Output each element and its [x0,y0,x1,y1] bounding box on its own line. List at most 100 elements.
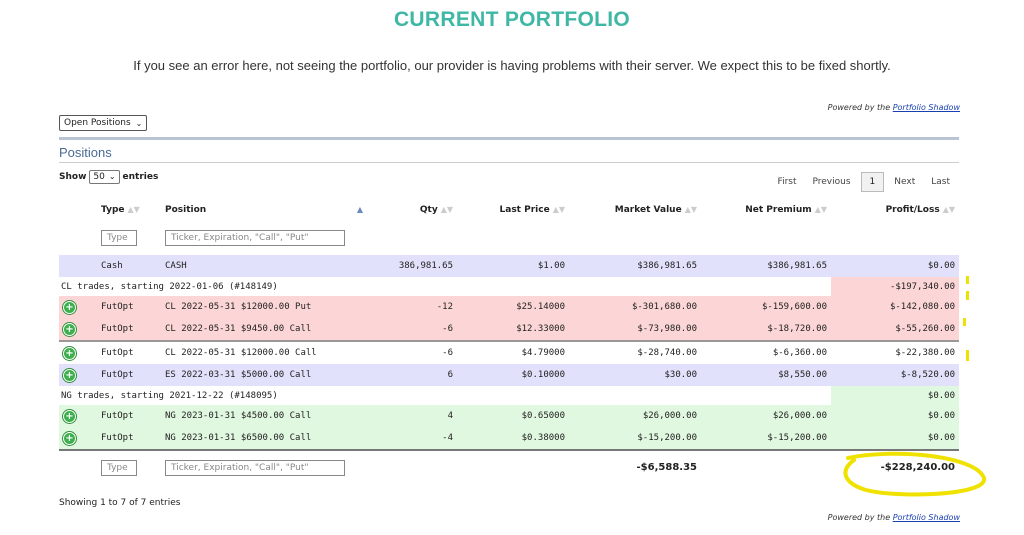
cell-position: ES 2022-03-31 $5000.00 Call [165,370,312,380]
powered-by-bottom: Powered by the Portfolio Shadow [828,513,960,522]
cell-profit-loss: $-8,520.00 [900,370,955,380]
cell-position: NG 2023-01-31 $6500.00 Call [165,433,312,443]
cell-qty: -12 [436,302,453,312]
cell-position: CL 2022-05-31 $12000.00 Call [161,340,367,364]
view-select[interactable]: Open Positions ⌄ [59,115,148,131]
pagination-last[interactable]: Last [931,177,950,187]
entries-label: entries [122,172,159,182]
pagination-first[interactable]: First [777,177,797,187]
powered-by-top: Powered by the Portfolio Shadow [828,103,960,112]
cell-last-price: $1.00 [537,261,565,271]
cell-qty: 386,981.65 [398,261,453,271]
cell-last-price: $0.38000 [521,433,565,443]
col-header-net-premium[interactable]: Net Premium ▲▼ [745,205,827,215]
footer-row: Type Ticker, Expiration, "Call", "Put" -… [59,449,959,484]
position-filter-input[interactable]: Ticker, Expiration, "Call", "Put" [165,230,345,246]
cell-qty: -4 [442,433,453,443]
cell-profit-loss: $0.00 [927,411,955,421]
cell-net-premium: $8,550.00 [778,370,827,380]
type-filter-input-footer[interactable]: Type [101,459,137,476]
cell-qty: 4 [447,411,453,421]
highlight-mark [966,291,969,300]
cell-net-premium: $-6,360.00 [701,340,831,364]
view-select-value: Open Positions [64,118,131,128]
table-row: + FutOpt NG 2023-01-31 $6500.00 Call -4 … [59,427,959,450]
cell-market-value: $-301,680.00 [631,302,697,312]
highlight-mark [966,350,969,361]
cell-profit-loss: $-142,080.00 [889,302,955,312]
table-row: + FutOpt NG 2023-01-31 $4500.00 Call 4 $… [59,405,959,427]
cell-last-price: $0.10000 [521,370,565,380]
section-divider [59,137,959,140]
entries-select[interactable]: 50 ⌄ [89,170,120,184]
cell-profit-loss: $0.00 [927,433,955,443]
col-header-position[interactable]: Position ▲ [165,205,363,215]
group-row-cl: CL trades, starting 2022-01-06 (#148149)… [59,277,959,296]
pagination-previous[interactable]: Previous [812,177,851,187]
powered-by-prefix: Powered by the [827,513,893,522]
expand-plus-icon[interactable]: + [63,346,76,360]
table-row: + FutOpt CL 2022-05-31 $12000.00 Call -6… [59,340,959,364]
pagination-next[interactable]: Next [894,177,916,187]
table-row: + FutOpt CL 2022-05-31 $12000.00 Put -12… [59,296,959,318]
chevron-down-icon: ⌄ [135,118,143,128]
page-title: CURRENT PORTFOLIO [393,8,631,31]
highlight-mark [966,276,969,284]
col-header-type[interactable]: Type ▲▼ [101,205,140,215]
filter-row: Type Ticker, Expiration, "Call", "Put" [59,221,959,255]
table-row: + FutOpt CL 2022-05-31 $9450.00 Call -6 … [59,318,959,341]
cell-qty: 6 [447,370,453,380]
expand-plus-icon[interactable]: + [63,431,76,445]
group-profit-loss: -$197,340.00 [831,277,959,296]
cell-net-premium: $26,000.00 [772,411,827,421]
cell-market-value: $-73,980.00 [637,324,697,334]
cell-profit-loss: $0.00 [927,261,955,271]
cell-qty: -6 [367,340,457,364]
sort-icon: ▲▼ [127,205,140,214]
sort-icon: ▲▼ [440,205,453,214]
cell-market-value: $386,981.65 [637,261,697,271]
highlight-circle [843,451,986,497]
show-label: Show [59,172,87,182]
position-filter-input-footer[interactable]: Ticker, Expiration, "Call", "Put" [165,459,345,476]
expand-plus-icon[interactable]: + [63,322,76,336]
cell-last-price: $12.33000 [516,324,565,334]
server-notice: If you see an error here, not seeing the… [133,58,891,73]
cell-net-premium: $-18,720.00 [767,324,827,334]
portfolio-shadow-link[interactable]: Portfolio Shadow [892,513,960,522]
col-header-last-price[interactable]: Last Price ▲▼ [499,205,565,215]
sort-asc-icon: ▲ [356,205,363,214]
sort-icon: ▲▼ [552,205,565,214]
pagination: First Previous 1 Next Last [770,172,958,192]
sort-icon: ▲▼ [684,205,697,214]
cell-market-value: $-15,200.00 [637,433,697,443]
col-header-qty[interactable]: Qty ▲▼ [419,205,453,215]
expand-plus-icon[interactable]: + [63,368,76,382]
chevron-down-icon: ⌄ [108,172,116,181]
cell-market-value: $-28,740.00 [569,340,701,364]
sort-icon: ▲▼ [814,205,827,214]
heading-underline [59,162,959,163]
highlight-mark [963,318,966,326]
sort-icon: ▲▼ [942,205,955,214]
cell-type: FutOpt [101,370,134,380]
cell-position: CL 2022-05-31 $12000.00 Put [165,302,312,312]
powered-by-prefix: Powered by the [827,103,893,112]
portfolio-shadow-link[interactable]: Portfolio Shadow [892,103,960,112]
expand-plus-icon[interactable]: + [63,409,76,423]
type-filter-input[interactable]: Type [101,230,137,246]
highlight-circle-stroke [843,451,986,497]
header-row: Type ▲▼ Position ▲ Qty ▲▼ Last Price ▲▼ Mark… [59,199,959,221]
cell-type: FutOpt [101,302,134,312]
length-menu: Show 50 ⌄ entries [59,170,158,184]
group-row-ng: NG trades, starting 2021-12-22 (#148095)… [59,386,959,405]
cell-position: CL 2022-05-31 $9450.00 Call [165,324,312,334]
cell-net-premium: $-159,600.00 [761,302,827,312]
cell-type: FutOpt [101,433,134,443]
col-header-profit-loss[interactable]: Profit/Loss ▲▼ [885,205,955,215]
cell-market-value: $30.00 [664,370,697,380]
cell-position: NG 2023-01-31 $4500.00 Call [165,411,312,421]
col-header-market-value[interactable]: Market Value ▲▼ [614,205,697,215]
expand-plus-icon[interactable]: + [63,300,76,314]
pagination-page-1[interactable]: 1 [860,172,885,192]
